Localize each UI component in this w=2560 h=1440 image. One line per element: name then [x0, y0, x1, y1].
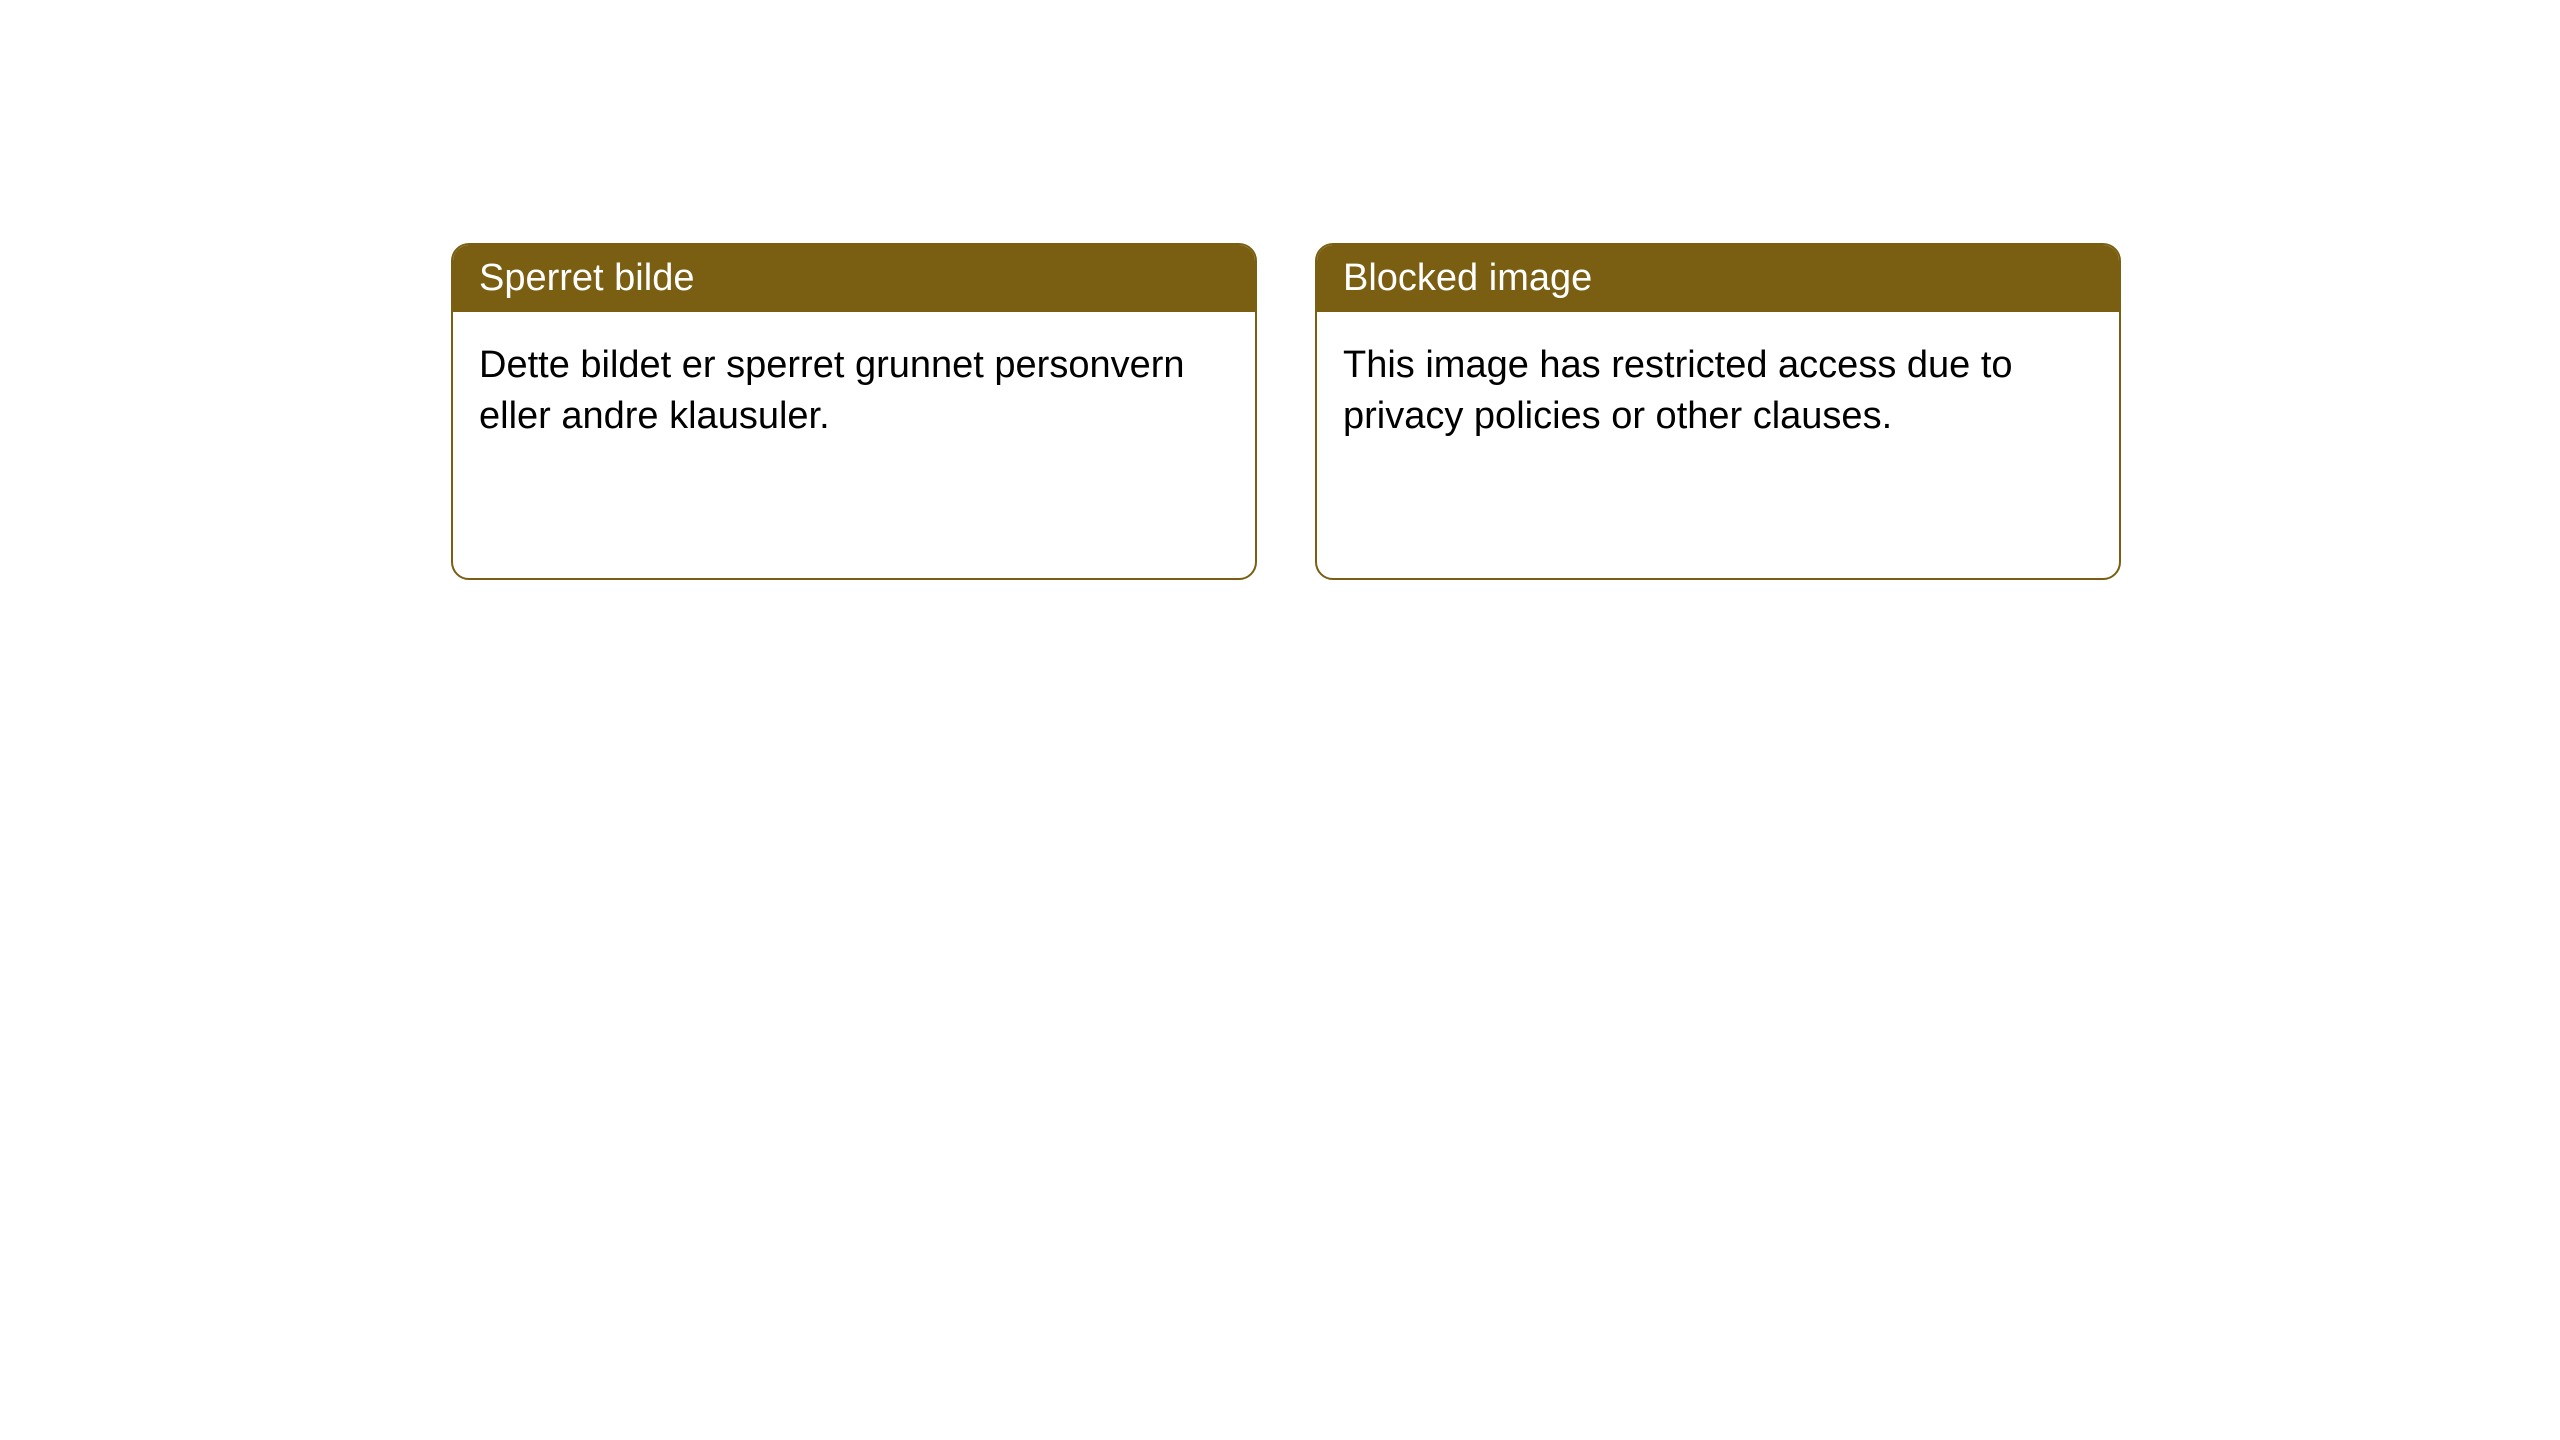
card-title-no: Sperret bilde — [479, 257, 694, 299]
card-header-no: Sperret bilde — [453, 245, 1255, 312]
notice-container: Sperret bilde Dette bildet er sperret gr… — [0, 0, 2560, 580]
card-body-en: This image has restricted access due to … — [1317, 312, 2119, 578]
card-body-no: Dette bildet er sperret grunnet personve… — [453, 312, 1255, 578]
blocked-image-card-no: Sperret bilde Dette bildet er sperret gr… — [451, 243, 1257, 580]
blocked-image-card-en: Blocked image This image has restricted … — [1315, 243, 2121, 580]
card-body-text-en: This image has restricted access due to … — [1343, 340, 2093, 443]
card-title-en: Blocked image — [1343, 257, 1592, 299]
card-body-text-no: Dette bildet er sperret grunnet personve… — [479, 340, 1229, 443]
card-header-en: Blocked image — [1317, 245, 2119, 312]
